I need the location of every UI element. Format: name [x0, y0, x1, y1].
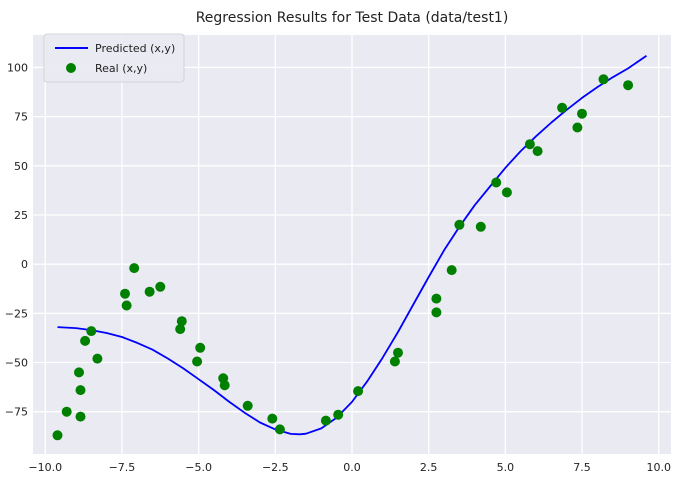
x-tick-label: −7.5 [109, 461, 136, 474]
data-point [80, 335, 91, 346]
y-tick-label: −75 [5, 406, 28, 419]
y-tick-label: 50 [14, 160, 28, 173]
data-point [75, 411, 86, 422]
data-point [491, 177, 502, 188]
data-point [144, 286, 155, 297]
legend-marker-swatch [66, 63, 76, 73]
x-tick-label: −10.0 [28, 461, 62, 474]
data-point [267, 413, 278, 424]
data-point [242, 400, 253, 411]
x-tick-label: −2.5 [262, 461, 289, 474]
x-tick-label: −5.0 [185, 461, 212, 474]
data-point [219, 380, 230, 391]
legend-label-real: Real (x,y) [95, 62, 147, 75]
legend: Predicted (x,y) Real (x,y) [43, 33, 185, 83]
y-tick-label: 25 [14, 209, 28, 222]
data-point [52, 430, 63, 441]
data-point [454, 219, 465, 230]
data-point [524, 139, 535, 150]
x-tick-label: 2.5 [420, 461, 438, 474]
tick-labels: −10.0 −7.5 −5.0 −2.5 0.0 2.5 5.0 7.5 10.0 −75 −50 −… [5, 61, 671, 474]
data-point [389, 356, 400, 367]
grid [33, 35, 671, 454]
data-point [446, 265, 457, 276]
data-point [532, 146, 543, 157]
data-point [623, 80, 634, 91]
y-tick-label: 75 [14, 111, 28, 124]
data-point [192, 356, 203, 367]
x-tick-label: 5.0 [497, 461, 515, 474]
data-point [155, 281, 166, 292]
data-point [431, 307, 442, 318]
data-point [475, 221, 486, 232]
chart-title: Regression Results for Test Data (data/t… [196, 10, 509, 26]
y-tick-label: −50 [5, 357, 28, 370]
y-tick-label: 0 [21, 258, 28, 271]
data-point [572, 122, 583, 133]
data-point [393, 347, 403, 358]
data-point [431, 293, 442, 304]
x-tick-label: 7.5 [573, 461, 591, 474]
x-tick-label: 10.0 [646, 461, 671, 474]
data-point [74, 367, 84, 378]
data-point [320, 415, 331, 426]
y-tick-label: 100 [7, 61, 28, 74]
data-point [577, 108, 587, 119]
data-point [120, 288, 130, 299]
data-point [92, 353, 103, 364]
data-point [557, 102, 568, 113]
data-point [176, 316, 187, 327]
data-point [195, 342, 206, 353]
predicted-line [57, 54, 648, 436]
series-layer [52, 54, 648, 441]
data-point [274, 424, 285, 435]
y-tick-label: −25 [5, 307, 28, 320]
data-point [501, 187, 512, 198]
legend-box [43, 33, 185, 83]
data-point [121, 300, 132, 311]
legend-label-predicted: Predicted (x,y) [95, 42, 175, 55]
data-point [175, 324, 186, 335]
data-point [61, 406, 72, 417]
data-point [75, 385, 86, 396]
data-point [86, 326, 97, 337]
data-point [333, 409, 344, 420]
data-point [129, 263, 140, 274]
x-tick-label: 0.0 [343, 461, 361, 474]
data-point [353, 386, 364, 397]
data-point [598, 74, 609, 85]
